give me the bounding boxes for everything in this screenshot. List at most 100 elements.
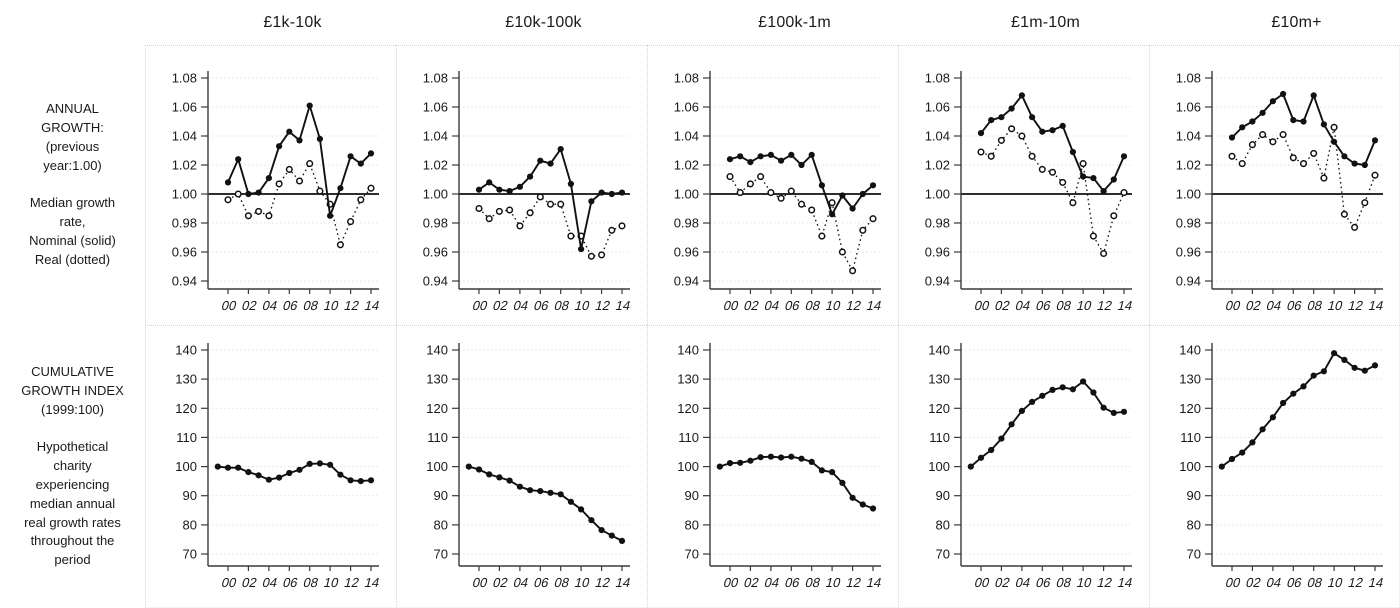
svg-text:06: 06 <box>1285 575 1303 590</box>
svg-text:120: 120 <box>928 401 950 416</box>
chart-annual-growth-1k-10k: 0.94 0.96 0.98 1.00 1.02 1.04 1.06 1.08 00 02 04 06… <box>145 45 396 325</box>
svg-text:0.98: 0.98 <box>925 216 950 231</box>
svg-text:70: 70 <box>685 547 699 562</box>
svg-text:10: 10 <box>573 298 591 313</box>
svg-text:130: 130 <box>677 372 699 387</box>
svg-text:0.94: 0.94 <box>925 274 950 289</box>
svg-text:80: 80 <box>434 517 448 532</box>
svg-text:120: 120 <box>677 401 699 416</box>
svg-text:120: 120 <box>175 401 197 416</box>
svg-text:100: 100 <box>175 459 197 474</box>
svg-text:1.00: 1.00 <box>172 187 197 202</box>
svg-text:0.94: 0.94 <box>423 274 448 289</box>
row-label-cumulative-index: CUMULATIVE GROWTH INDEX (1999:100) Hypot… <box>21 363 124 568</box>
line-chart-svg: 70 80 90 100 110 120 130 140 00 02 04 06 08 10 12 14 <box>928 343 1134 590</box>
svg-text:10: 10 <box>573 575 591 590</box>
svg-text:90: 90 <box>936 488 950 503</box>
svg-text:00: 00 <box>722 575 740 590</box>
svg-text:100: 100 <box>928 459 950 474</box>
svg-text:12: 12 <box>343 298 361 313</box>
svg-text:1.04: 1.04 <box>172 129 197 144</box>
svg-text:08: 08 <box>1306 298 1324 313</box>
svg-text:140: 140 <box>175 343 197 358</box>
chart-cumulative-index-10m-plus: 70 80 90 100 110 120 130 140 00 02 04 06 08 10 12 14 <box>1149 325 1400 608</box>
svg-text:06: 06 <box>783 298 801 313</box>
svg-text:100: 100 <box>1179 459 1201 474</box>
svg-text:02: 02 <box>240 298 258 313</box>
chart-cumulative-index-1k-10k: 70 80 90 100 110 120 130 140 00 02 04 06 08 10 12 14 <box>145 325 396 608</box>
line-chart-svg: 0.94 0.96 0.98 1.00 1.02 1.04 1.06 1.08 00 02 04 06… <box>423 71 632 313</box>
column-header-1k-10k: £1k-10k <box>263 13 322 31</box>
chart-annual-growth-10k-100k: 0.94 0.96 0.98 1.00 1.02 1.04 1.06 1.08 00 02 04 06… <box>396 45 647 325</box>
svg-text:10: 10 <box>322 298 340 313</box>
svg-text:70: 70 <box>183 547 197 562</box>
svg-text:1.06: 1.06 <box>1176 100 1201 115</box>
svg-text:00: 00 <box>722 298 740 313</box>
svg-text:1.06: 1.06 <box>172 100 197 115</box>
svg-text:14: 14 <box>865 298 883 313</box>
svg-text:06: 06 <box>1034 575 1052 590</box>
svg-text:1.00: 1.00 <box>674 187 699 202</box>
svg-text:140: 140 <box>677 343 699 358</box>
svg-text:02: 02 <box>742 298 760 313</box>
svg-text:08: 08 <box>1055 575 1073 590</box>
svg-text:10: 10 <box>824 298 842 313</box>
line-chart-svg: 0.94 0.96 0.98 1.00 1.02 1.04 1.06 1.08 00 02 04 06… <box>674 71 883 313</box>
svg-text:00: 00 <box>1224 575 1242 590</box>
svg-text:14: 14 <box>363 298 381 313</box>
svg-text:140: 140 <box>928 343 950 358</box>
svg-text:0.94: 0.94 <box>674 274 699 289</box>
svg-text:14: 14 <box>1367 298 1385 313</box>
svg-text:0.98: 0.98 <box>1176 216 1201 231</box>
svg-text:0.96: 0.96 <box>172 245 197 260</box>
svg-text:1.04: 1.04 <box>423 129 448 144</box>
svg-text:04: 04 <box>1014 298 1032 313</box>
svg-text:80: 80 <box>183 517 197 532</box>
chart-annual-growth-100k-1m: 0.94 0.96 0.98 1.00 1.02 1.04 1.06 1.08 00 02 04 06… <box>647 45 898 325</box>
svg-text:70: 70 <box>936 547 950 562</box>
svg-text:1.02: 1.02 <box>172 158 197 173</box>
svg-text:02: 02 <box>240 575 258 590</box>
svg-text:12: 12 <box>1096 298 1114 313</box>
svg-text:1.00: 1.00 <box>1176 187 1201 202</box>
svg-text:10: 10 <box>1075 298 1093 313</box>
svg-text:02: 02 <box>1244 575 1262 590</box>
svg-text:12: 12 <box>594 298 612 313</box>
svg-text:00: 00 <box>471 575 489 590</box>
svg-text:110: 110 <box>929 430 950 445</box>
svg-text:1.08: 1.08 <box>423 71 448 86</box>
chart-cumulative-index-100k-1m: 70 80 90 100 110 120 130 140 00 02 04 06 08 10 12 14 <box>647 325 898 608</box>
svg-text:04: 04 <box>1265 298 1283 313</box>
svg-text:0.96: 0.96 <box>1176 245 1201 260</box>
column-header-10m-plus: £10m+ <box>1271 13 1322 31</box>
svg-text:140: 140 <box>426 343 448 358</box>
svg-text:1.02: 1.02 <box>674 158 699 173</box>
svg-text:1.08: 1.08 <box>1176 71 1201 86</box>
svg-text:14: 14 <box>614 575 632 590</box>
svg-text:10: 10 <box>1326 575 1344 590</box>
svg-text:1.08: 1.08 <box>925 71 950 86</box>
svg-text:110: 110 <box>176 430 197 445</box>
svg-text:08: 08 <box>1306 575 1324 590</box>
svg-text:100: 100 <box>677 459 699 474</box>
svg-text:1.06: 1.06 <box>423 100 448 115</box>
chart-cumulative-index-10k-100k: 70 80 90 100 110 120 130 140 00 02 04 06 08 10 12 14 <box>396 325 647 608</box>
svg-text:04: 04 <box>763 575 781 590</box>
line-chart-svg: 0.94 0.96 0.98 1.00 1.02 1.04 1.06 1.08 00 02 04 06… <box>172 71 381 313</box>
svg-text:08: 08 <box>804 575 822 590</box>
svg-text:0.96: 0.96 <box>674 245 699 260</box>
svg-text:1.06: 1.06 <box>925 100 950 115</box>
svg-text:00: 00 <box>220 298 238 313</box>
chart-cumulative-index-1m-10m: 70 80 90 100 110 120 130 140 00 02 04 06 08 10 12 14 <box>898 325 1149 608</box>
svg-text:130: 130 <box>1179 372 1201 387</box>
svg-text:1.08: 1.08 <box>172 71 197 86</box>
svg-text:06: 06 <box>783 575 801 590</box>
svg-text:12: 12 <box>845 298 863 313</box>
line-chart-svg: 70 80 90 100 110 120 130 140 00 02 04 06 08 10 12 14 <box>1179 343 1385 590</box>
svg-text:00: 00 <box>1224 298 1242 313</box>
svg-text:06: 06 <box>532 298 550 313</box>
svg-text:90: 90 <box>1187 488 1201 503</box>
svg-text:0.98: 0.98 <box>423 216 448 231</box>
svg-text:130: 130 <box>928 372 950 387</box>
